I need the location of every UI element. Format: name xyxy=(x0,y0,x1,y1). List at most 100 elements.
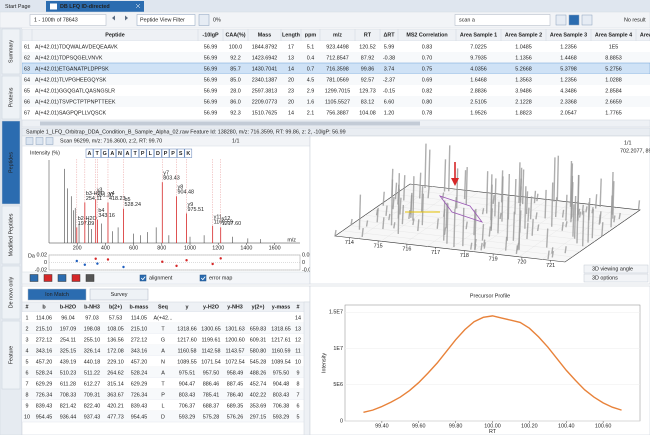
feature-trace xyxy=(526,222,529,240)
column-header[interactable]: Peptide xyxy=(105,33,124,39)
option-label[interactable]: alignment xyxy=(149,276,173,282)
fragment-column-header[interactable]: b-mass xyxy=(130,305,149,311)
table-row[interactable] xyxy=(22,107,650,118)
fragment-column-header[interactable]: Seq xyxy=(158,305,168,311)
floor-grid xyxy=(518,204,595,257)
column-header[interactable]: Length xyxy=(282,33,300,39)
spectrum-tool[interactable] xyxy=(45,137,54,145)
side-tab-label[interactable]: De novo only xyxy=(8,276,14,308)
fragment-tab[interactable] xyxy=(27,288,87,301)
side-tab-label[interactable]: Summary xyxy=(8,40,14,63)
column-header[interactable]: RT xyxy=(364,33,372,39)
fragment-column-header[interactable]: y-H2O xyxy=(203,305,219,311)
column-header[interactable]: CAA(%) xyxy=(225,33,245,39)
fragment-tab-label[interactable]: Survey xyxy=(111,292,128,298)
column-header[interactable]: ppm xyxy=(305,33,317,39)
feature-trace xyxy=(382,217,385,230)
tab-bar xyxy=(0,0,650,12)
fragment-column-header[interactable]: # xyxy=(297,305,300,311)
v-scrollbar[interactable] xyxy=(303,301,311,435)
h-scroll-thumb[interactable] xyxy=(40,121,420,126)
toolbar-icon[interactable] xyxy=(568,14,580,26)
side-tab[interactable] xyxy=(1,75,21,120)
page-selector[interactable] xyxy=(29,14,107,26)
active-tab[interactable] xyxy=(46,1,144,12)
column-header[interactable]: ΔRT xyxy=(383,33,395,39)
side-tab-label[interactable]: Proteins xyxy=(8,87,14,107)
ion-toggle[interactable] xyxy=(57,274,67,282)
fragment-cell: A xyxy=(161,348,165,354)
column-header[interactable]: Area Sample 4 xyxy=(595,33,632,39)
checkbox[interactable] xyxy=(139,274,147,282)
column-header[interactable]: -10lgP xyxy=(202,33,219,39)
table-row[interactable] xyxy=(22,41,650,52)
fragment-cell: 7 xyxy=(297,392,300,398)
side-tab[interactable] xyxy=(1,320,21,390)
column-header[interactable]: Area Sample 5 xyxy=(640,33,650,39)
fragment-column-header[interactable]: # xyxy=(26,305,29,311)
search-text[interactable]: scan a xyxy=(459,18,475,24)
feature-trace xyxy=(529,196,533,220)
fragment-cell: 1089.54 xyxy=(271,359,291,365)
spectrum-tool[interactable] xyxy=(35,137,44,145)
side-tab[interactable] xyxy=(1,265,21,320)
fragment-row xyxy=(22,334,310,345)
table-row[interactable] xyxy=(22,52,650,63)
fragment-column-header[interactable]: y-NH3 xyxy=(227,305,243,311)
table-cell: 1.6 xyxy=(307,99,315,105)
toolbar-icon[interactable] xyxy=(555,14,567,26)
side-tab-label[interactable]: Modified Peptides xyxy=(8,213,14,256)
tab[interactable]: DB LFQ ID-directed xyxy=(60,4,110,10)
table-row[interactable] xyxy=(22,74,650,85)
feature-trace xyxy=(334,229,337,237)
tab[interactable]: Start Page xyxy=(5,4,30,10)
fragment-column-header[interactable]: y-mass xyxy=(272,305,291,311)
fragment-tab-label[interactable]: Ion Match xyxy=(45,292,69,298)
filter-button-label[interactable]: Peptide View Filter xyxy=(140,18,185,24)
filter-button[interactable] xyxy=(136,14,196,26)
view3d-button[interactable] xyxy=(583,273,649,283)
table-row[interactable] xyxy=(22,85,650,96)
ion-toggle[interactable] xyxy=(43,274,53,282)
x-tick-label: 400 xyxy=(101,245,110,251)
fragment-tab[interactable] xyxy=(89,288,149,301)
fragment-column-header[interactable]: b-H2O xyxy=(60,305,76,311)
fragment-column-header[interactable]: b-NH3 xyxy=(84,305,100,311)
feature-trace xyxy=(518,162,521,204)
search-box[interactable] xyxy=(454,14,551,26)
ion-toggle[interactable] xyxy=(85,274,95,282)
side-tab-label[interactable]: Feature xyxy=(8,346,14,365)
ion-toggle[interactable] xyxy=(71,274,81,282)
column-header[interactable]: Area Sample 1 xyxy=(460,33,497,39)
table-cell: 67 xyxy=(24,110,30,116)
view3d-button-label[interactable]: 3D options xyxy=(592,276,618,282)
fragment-column-header[interactable]: y xyxy=(186,305,189,311)
fragment-column-header[interactable]: y(2+) xyxy=(252,305,265,311)
column-header[interactable]: MS2 Correlation xyxy=(406,33,447,39)
column-header[interactable]: Area Sample 2 xyxy=(505,33,542,39)
page-range[interactable]: 1 - 100th of 78643 xyxy=(34,18,78,24)
column-header[interactable]: Area Sample 3 xyxy=(550,33,587,39)
spectrum-tool[interactable] xyxy=(25,137,34,145)
option-label[interactable]: error map xyxy=(209,276,232,282)
icon-button[interactable] xyxy=(198,14,210,26)
fragment-column-header[interactable]: b(2+) xyxy=(109,305,122,311)
table-row[interactable] xyxy=(22,96,650,107)
side-tab[interactable] xyxy=(1,120,21,205)
feature-trace xyxy=(480,242,483,251)
fragment-cell: 4 xyxy=(26,348,29,354)
view3d-button[interactable] xyxy=(583,264,649,274)
column-header[interactable]: Mass xyxy=(258,33,272,39)
feature-trace xyxy=(412,218,415,226)
column-header[interactable]: m/z xyxy=(333,33,342,39)
side-tab[interactable] xyxy=(1,28,21,75)
table-cell: 1.3563 xyxy=(515,77,532,83)
checkbox[interactable] xyxy=(199,274,207,282)
side-tab-label[interactable]: Peptides xyxy=(8,152,14,173)
fragment-column-header[interactable]: b xyxy=(42,305,46,311)
ion-toggle[interactable] xyxy=(29,274,39,282)
fragment-cell: 439.19 xyxy=(60,359,77,365)
toolbar-icon[interactable] xyxy=(581,14,593,26)
side-tab[interactable] xyxy=(1,205,21,265)
view3d-button-label[interactable]: 3D viewing angle xyxy=(592,267,633,273)
